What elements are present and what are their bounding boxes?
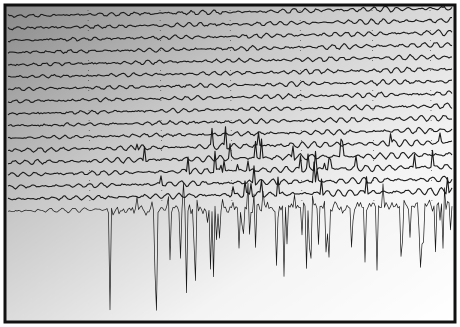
seismogram-photo xyxy=(0,0,460,327)
page: (() => { const ns = 'http://www.w3.org/2… xyxy=(0,0,460,327)
paper xyxy=(5,5,455,322)
